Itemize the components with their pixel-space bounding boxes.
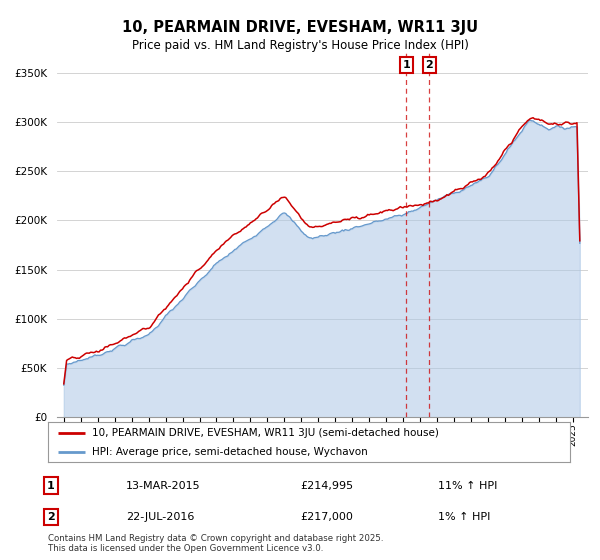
Text: 10, PEARMAIN DRIVE, EVESHAM, WR11 3JU: 10, PEARMAIN DRIVE, EVESHAM, WR11 3JU	[122, 20, 478, 35]
Text: £214,995: £214,995	[300, 480, 353, 491]
Text: 1: 1	[403, 60, 410, 70]
Text: 22-JUL-2016: 22-JUL-2016	[126, 512, 194, 522]
Text: 11% ↑ HPI: 11% ↑ HPI	[438, 480, 497, 491]
Text: 13-MAR-2015: 13-MAR-2015	[126, 480, 200, 491]
Text: Contains HM Land Registry data © Crown copyright and database right 2025.
This d: Contains HM Land Registry data © Crown c…	[48, 534, 383, 553]
Text: Price paid vs. HM Land Registry's House Price Index (HPI): Price paid vs. HM Land Registry's House …	[131, 39, 469, 52]
Text: HPI: Average price, semi-detached house, Wychavon: HPI: Average price, semi-detached house,…	[92, 447, 368, 457]
Text: 1: 1	[47, 480, 55, 491]
Text: £217,000: £217,000	[300, 512, 353, 522]
Text: 2: 2	[425, 60, 433, 70]
Text: 2: 2	[47, 512, 55, 522]
Text: 10, PEARMAIN DRIVE, EVESHAM, WR11 3JU (semi-detached house): 10, PEARMAIN DRIVE, EVESHAM, WR11 3JU (s…	[92, 428, 439, 438]
Text: 1% ↑ HPI: 1% ↑ HPI	[438, 512, 490, 522]
